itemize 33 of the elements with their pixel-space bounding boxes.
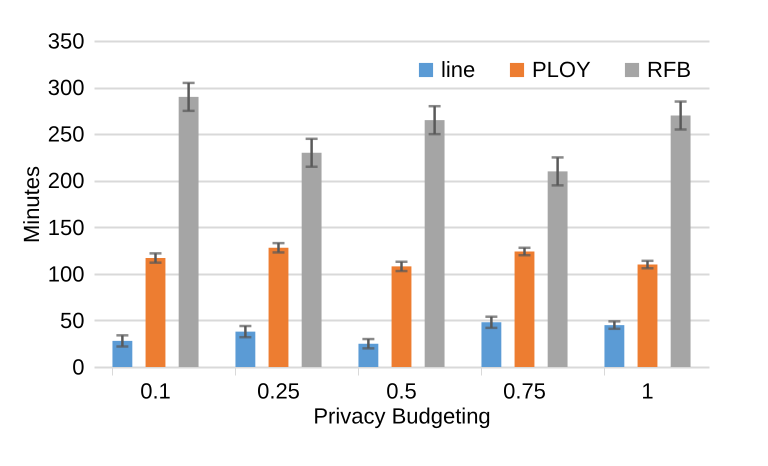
x-tick-label: 1 <box>641 378 654 404</box>
y-tick-label: 300 <box>48 75 84 100</box>
y-tick-label: 350 <box>48 28 84 54</box>
bar <box>178 96 199 367</box>
y-tick-label: 150 <box>48 214 84 240</box>
x-tick-label: 0.25 <box>257 378 300 404</box>
x-tick-label: 0.5 <box>386 378 417 404</box>
legend-label: line <box>441 57 476 82</box>
y-tick-label: 100 <box>48 261 84 286</box>
bar <box>358 344 378 367</box>
bar <box>604 325 624 367</box>
x-axis-title: Privacy Budgeting <box>313 404 491 428</box>
bar <box>392 266 412 367</box>
y-tick-label: 250 <box>48 122 84 147</box>
bar <box>112 340 132 367</box>
bar <box>302 152 322 367</box>
bar <box>424 120 445 367</box>
y-axis-title: Minutes <box>18 166 44 244</box>
bar <box>638 264 658 367</box>
bar <box>481 322 502 367</box>
y-tick-label: 0 <box>72 354 84 380</box>
bar <box>548 171 568 367</box>
bar <box>235 332 256 367</box>
bar <box>514 252 534 367</box>
bar <box>670 116 691 367</box>
bar <box>268 248 288 367</box>
legend-label: PLOY <box>532 57 592 82</box>
legend-label: RFB <box>647 57 691 82</box>
x-tick-label: 0.1 <box>140 378 171 404</box>
bar <box>146 258 166 367</box>
y-tick-label: 50 <box>60 308 84 333</box>
y-tick-label: 200 <box>48 168 84 194</box>
x-tick-label: 0.75 <box>503 378 546 404</box>
